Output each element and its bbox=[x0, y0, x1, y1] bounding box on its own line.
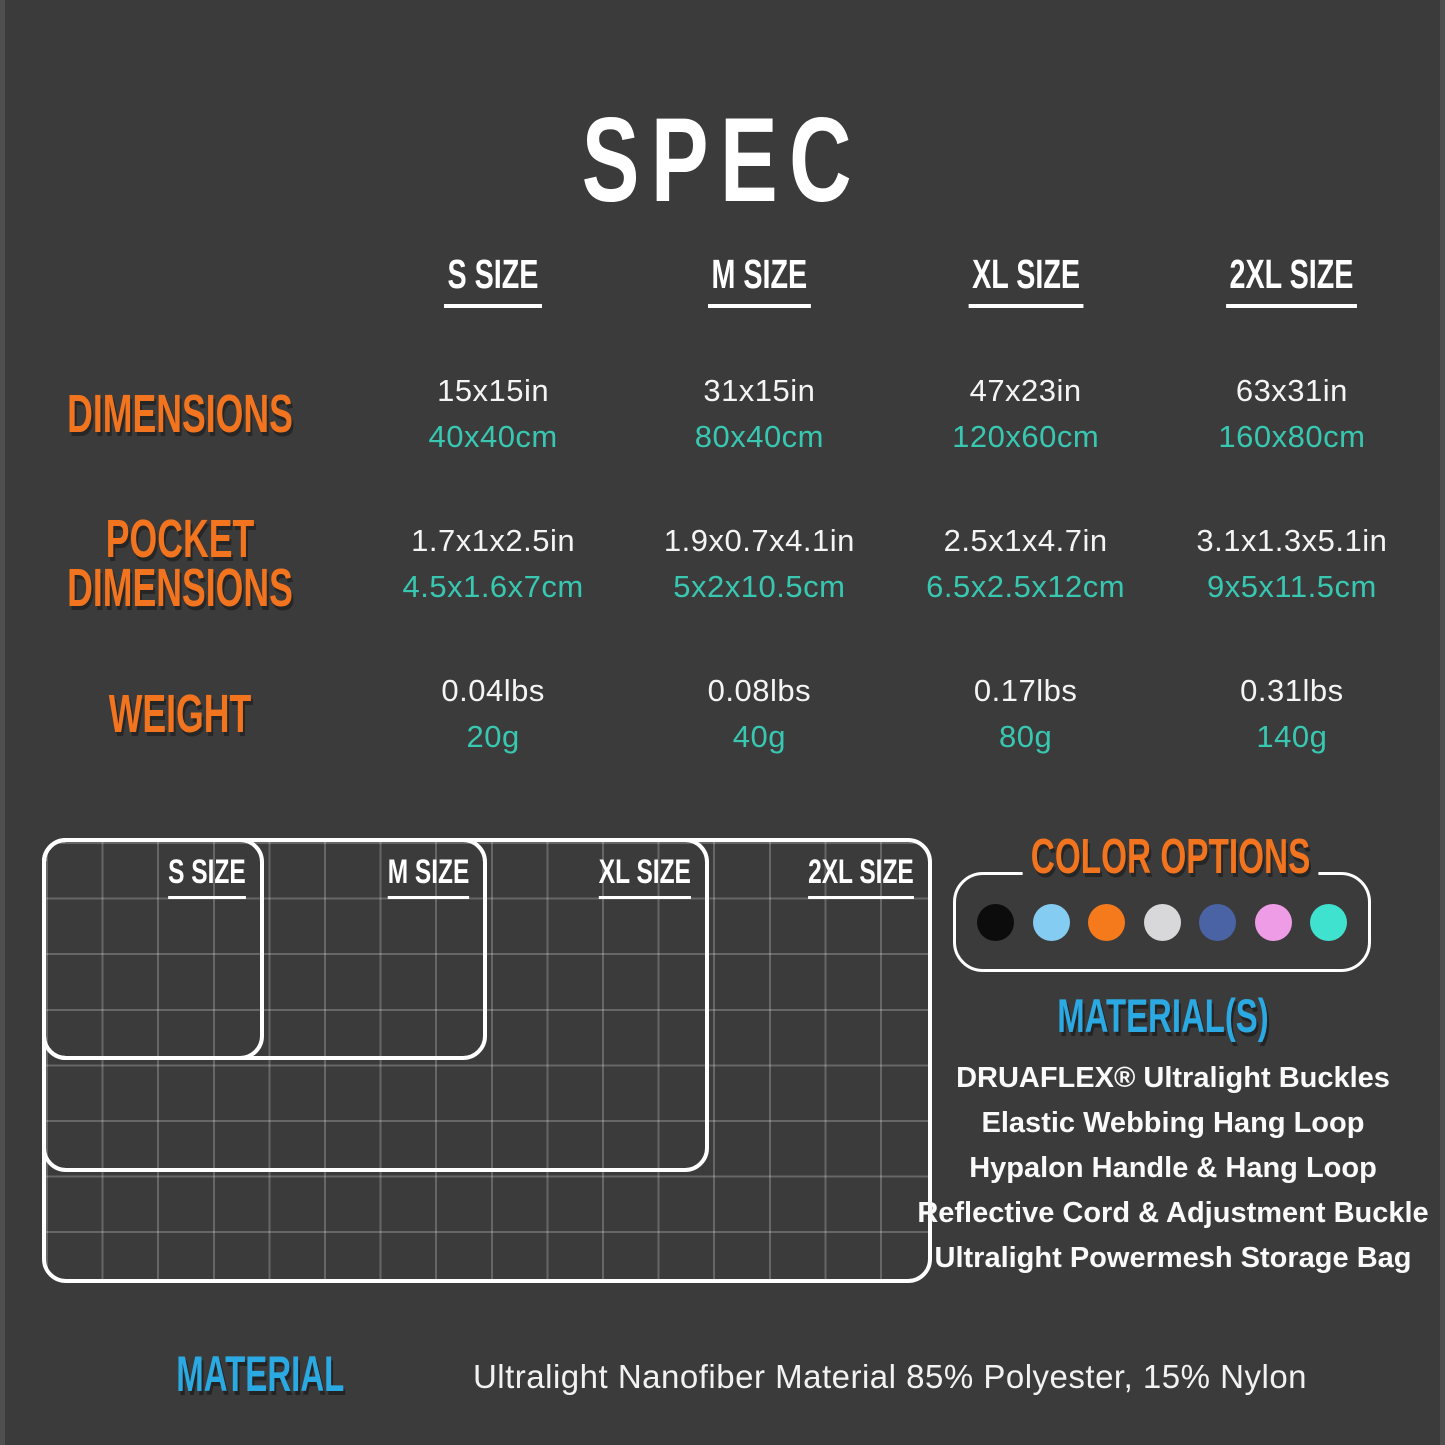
cell-dimensions-m: 31x15in 80x40cm bbox=[694, 373, 825, 454]
color-swatch-turquoise bbox=[1310, 903, 1347, 941]
material-item: Reflective Cord & Adjustment Buckle bbox=[917, 1197, 1429, 1229]
spec-table: S SIZE M SIZE XL SIZE 2XL SIZE DIMENSION… bbox=[0, 250, 1445, 815]
cell-pocket-s: 1.7x1x2.5in 4.5x1.6x7cm bbox=[402, 523, 584, 604]
material-item: Hypalon Handle & Hang Loop bbox=[969, 1152, 1377, 1184]
cell-dimensions-2xl: 63x31in 160x80cm bbox=[1218, 373, 1366, 454]
material-item: DRUAFLEX® Ultralight Buckles bbox=[956, 1062, 1390, 1094]
table-row-dimensions: DIMENSIONS 15x15in 40x40cm 31x15in 80x40… bbox=[0, 373, 1445, 455]
row-label-dimensions: DIMENSIONS bbox=[67, 383, 293, 444]
cell-pocket-xl: 2.5x1x4.7in 6.5x2.5x12cm bbox=[926, 523, 1126, 604]
color-options-section: COLOR OPTIONS bbox=[953, 833, 1371, 974]
color-swatch-navy-blue bbox=[1199, 903, 1236, 941]
color-swatch-light-blue bbox=[1032, 903, 1070, 941]
size-rect-label-2xl: 2XL SIZE bbox=[767, 852, 914, 899]
cell-weight-s: 0.04lbs 20g bbox=[441, 673, 545, 754]
color-swatch-pink bbox=[1254, 903, 1292, 941]
material-row-label: MATERIAL bbox=[175, 1346, 345, 1402]
column-header-s: S SIZE bbox=[444, 250, 543, 308]
color-swatch-black bbox=[977, 903, 1014, 941]
material-item: Ultralight Powermesh Storage Bag bbox=[934, 1242, 1412, 1274]
left-edge-highlight bbox=[0, 0, 5, 1445]
row-label-weight: WEIGHT bbox=[108, 683, 252, 744]
color-swatch-orange bbox=[1088, 903, 1125, 941]
cell-weight-2xl: 0.31lbs 140g bbox=[1240, 673, 1344, 754]
material-item: Elastic Webbing Hang Loop bbox=[981, 1107, 1365, 1139]
row-label-pocket-dimensions: POCKET DIMENSIONS bbox=[67, 509, 293, 618]
color-swatch-row bbox=[956, 875, 1368, 969]
materials-title: MATERIAL(S) bbox=[1057, 989, 1269, 1042]
size-comparison-diagram: 2XL SIZE XL SIZE M SIZE S SIZE bbox=[36, 818, 940, 1296]
column-header-xl: XL SIZE bbox=[968, 250, 1084, 308]
table-row-weight: WEIGHT 0.04lbs 20g 0.08lbs 40g 0.17lbs 8… bbox=[0, 673, 1445, 755]
cell-dimensions-xl: 47x23in 120x60cm bbox=[952, 373, 1100, 454]
cell-dimensions-s: 15x15in 40x40cm bbox=[428, 373, 558, 454]
size-rect-label-xl: XL SIZE bbox=[563, 852, 691, 899]
cell-weight-m: 0.08lbs 40g bbox=[707, 673, 812, 754]
color-options-box bbox=[953, 872, 1371, 972]
size-rect-label-m: M SIZE bbox=[356, 852, 469, 899]
page-title: SPEC bbox=[0, 100, 1445, 220]
page-title-text: SPEC bbox=[581, 93, 864, 227]
table-row-pocket-dimensions: POCKET DIMENSIONS 1.7x1x2.5in 4.5x1.6x7c… bbox=[0, 509, 1445, 618]
cell-pocket-m: 1.9x0.7x4.1in 5x2x10.5cm bbox=[663, 523, 855, 604]
material-row-value: Ultralight Nanofiber Material 85% Polyes… bbox=[472, 1358, 1308, 1395]
cell-pocket-2xl: 3.1x1.3x5.1in 9x5x11.5cm bbox=[1196, 523, 1388, 604]
column-header-2xl: 2XL SIZE bbox=[1226, 250, 1358, 308]
table-header-row: S SIZE M SIZE XL SIZE 2XL SIZE bbox=[0, 250, 1445, 308]
column-header-m: M SIZE bbox=[708, 250, 811, 308]
size-rect-label-s: S SIZE bbox=[138, 852, 246, 899]
color-swatch-light-gray bbox=[1143, 903, 1181, 941]
materials-list: DRUAFLEX® Ultralight Buckles Elastic Web… bbox=[898, 1056, 1445, 1281]
size-rect-2xl: 2XL SIZE bbox=[42, 838, 932, 1283]
cell-weight-xl: 0.17lbs 80g bbox=[973, 673, 1078, 754]
size-rect-s: S SIZE bbox=[42, 838, 264, 1060]
color-options-title: COLOR OPTIONS bbox=[953, 833, 1371, 882]
right-edge-highlight bbox=[1440, 0, 1445, 1445]
